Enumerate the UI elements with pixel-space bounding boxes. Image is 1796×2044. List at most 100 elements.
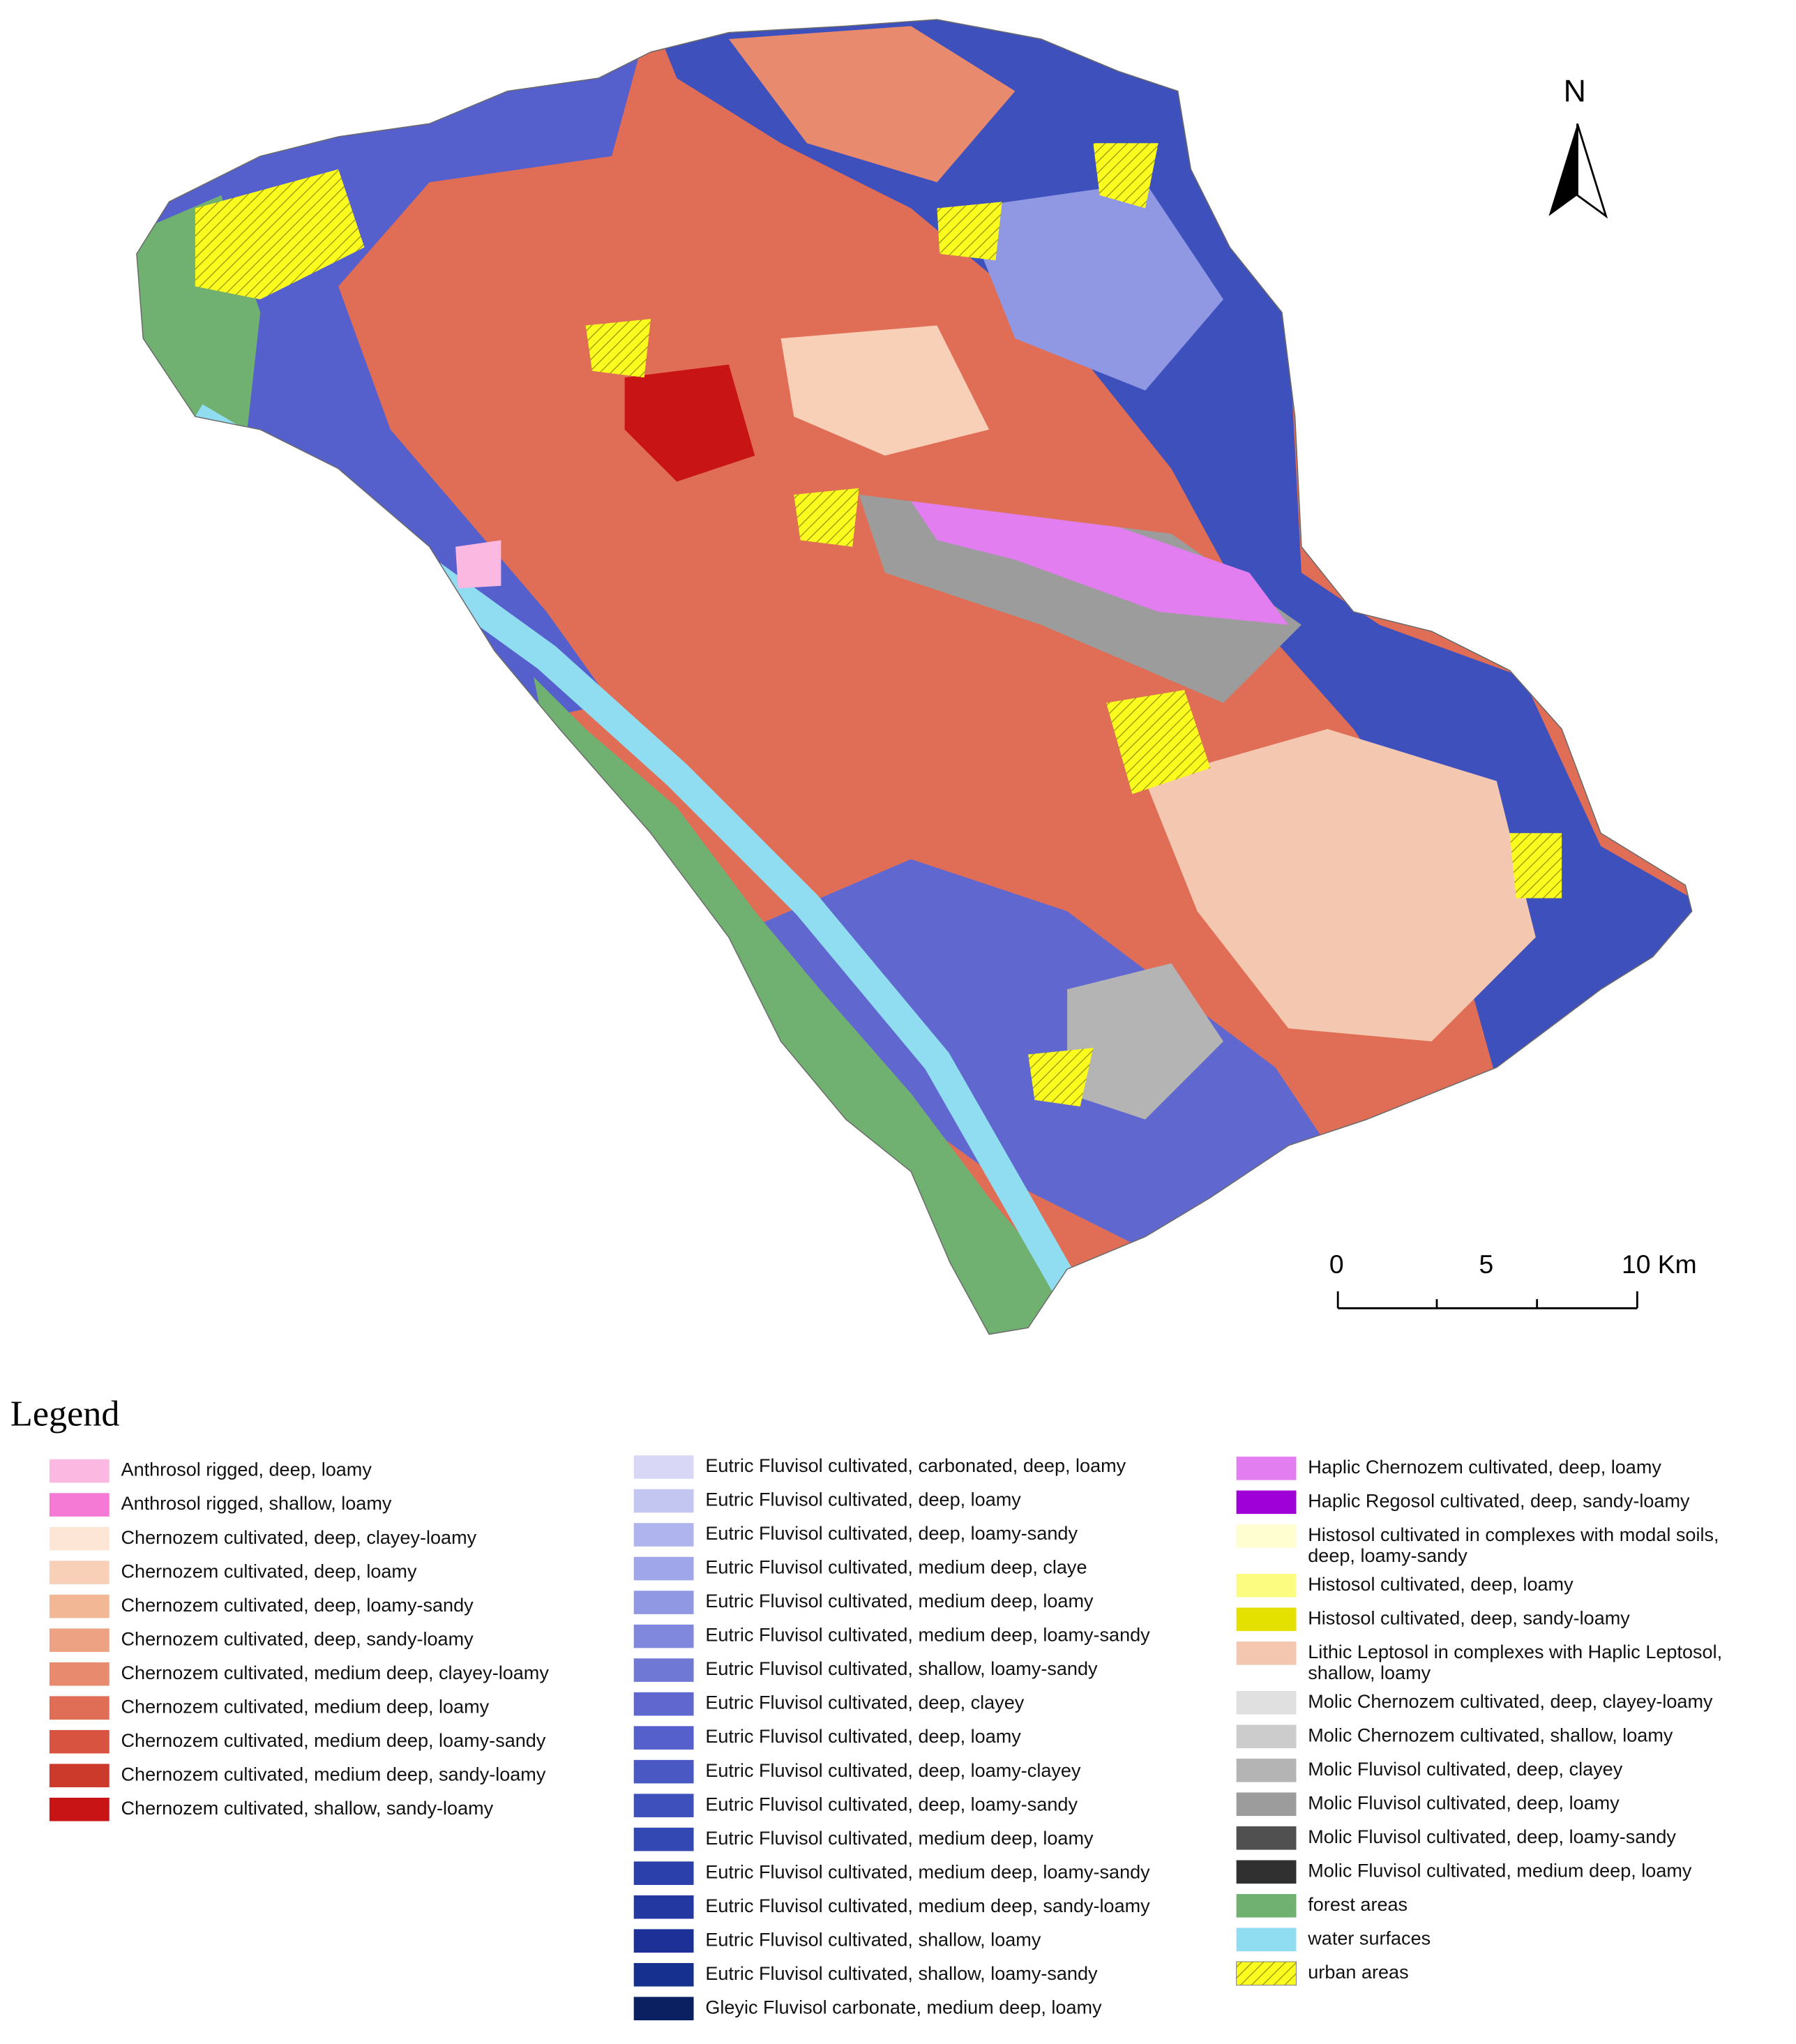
urban-patch [794,488,859,547]
legend-swatch [633,1759,694,1784]
legend-label: Eutric Fluvisol cultivated, medium deep,… [705,1828,1094,1849]
legend-item: Molic Chernozem cultivated, shallow, loa… [1236,1724,1673,1749]
legend-swatch [1236,1894,1297,1918]
map-patch [1067,963,1223,1120]
legend-label: deep, loamy-sandy [1308,1545,1467,1566]
legend-swatch [49,1797,110,1821]
legend-label: Molic Chernozem cultivated, shallow, loa… [1308,1724,1673,1745]
legend-swatch [633,1591,694,1614]
legend-item: Chernozem cultivated, deep, sandy-loamy [49,1628,474,1652]
legend-label: Chernozem cultivated, shallow, sandy-loa… [121,1798,494,1819]
legend-swatch [1236,1724,1297,1749]
legend-item: Eutric Fluvisol cultivated, shallow, loa… [633,1963,1098,1987]
legend-swatch [1236,1758,1297,1782]
map-patch [780,325,990,456]
urban-patch [1106,689,1211,795]
north-arrow: N [1548,74,1608,219]
legend-swatch [633,1929,694,1953]
urban-patch [195,169,365,300]
legend-item: forest areas [1236,1894,1408,1918]
legend-label: Lithic Leptosol in complexes with Haplic… [1308,1641,1722,1662]
legend-item: Chernozem cultivated, medium deep, loamy [49,1696,490,1720]
legend-label: Haplic Regosol cultivated, deep, sandy-l… [1308,1491,1690,1512]
legend-label: Eutric Fluvisol cultivated, medium deep,… [705,1895,1150,1916]
legend-swatch [49,1662,110,1686]
legend: Anthrosol rigged, deep, loamy Anthrosol r… [49,1455,1722,2021]
legend-label: Anthrosol rigged, shallow, loamy [121,1493,392,1514]
legend-label: Eutric Fluvisol cultivated, deep, clayey [705,1692,1024,1713]
legend-swatch [1236,1641,1297,1665]
map-patch [963,182,1223,391]
map-patch [624,364,755,482]
legend-label: Eutric Fluvisol cultivated, medium deep,… [705,1591,1094,1611]
legend-title: Legend [10,1393,120,1434]
legend-swatch [1236,1524,1297,1548]
legend-label: Molic Fluvisol cultivated, medium deep, … [1308,1860,1692,1881]
legend-label: urban areas [1308,1962,1408,1983]
urban-patch [1093,143,1159,209]
legend-label: Eutric Fluvisol cultivated, deep, loamy [705,1489,1021,1510]
legend-swatch [49,1696,110,1720]
legend-item: Eutric Fluvisol cultivated, deep, loamy-… [633,1759,1081,1784]
legend-label: Chernozem cultivated, deep, loamy [121,1561,417,1581]
legend-swatch [49,1493,110,1517]
legend-label: Eutric Fluvisol cultivated, shallow, loa… [705,1929,1041,1950]
legend-item: Chernozem cultivated, medium deep, sandy… [49,1764,546,1788]
legend-item: Anthrosol rigged, shallow, loamy [49,1493,392,1517]
legend-label: Gleyic Fluvisol carbonate, medium deep, … [705,1997,1102,2017]
legend-label: Chernozem cultivated, deep, loamy-sandy [121,1595,474,1616]
legend-swatch [1236,1961,1297,1986]
legend-label: Eutric Fluvisol cultivated, medium deep,… [705,1861,1150,1882]
legend-item: Histosol cultivated, deep, sandy-loamy [1236,1607,1630,1632]
legend-swatch [633,1624,694,1648]
legend-swatch [49,1628,110,1652]
scale-bar [1336,1291,1638,1309]
legend-label: Molic Fluvisol cultivated, deep, loamy [1308,1792,1620,1813]
legend-swatch [633,1523,694,1547]
legend-item: Eutric Fluvisol cultivated, medium deep,… [633,1895,1150,1919]
north-label: N [1564,74,1586,109]
legend-swatch [1236,1690,1297,1715]
legend-label: Haplic Chernozem cultivated, deep, loamy [1308,1457,1661,1478]
legend-swatch [633,1997,694,2021]
legend-swatch [1236,1826,1297,1850]
map [135,19,1693,1335]
legend-swatch [633,1827,694,1851]
legend-item: water surfaces [1236,1927,1431,1952]
map-patch [911,501,1289,625]
legend-label: Eutric Fluvisol cultivated, shallow, loa… [705,1658,1098,1679]
legend-swatch [633,1556,694,1581]
legend-item: Lithic Leptosol in complexes with Haplic… [1236,1641,1722,1683]
legend-label: Eutric Fluvisol cultivated, medium deep,… [705,1557,1087,1578]
legend-item: Chernozem cultivated, shallow, sandy-loa… [49,1797,494,1821]
legend-item: Molic Fluvisol cultivated, deep, loamy-s… [1236,1826,1676,1850]
legend-swatch [1236,1792,1297,1817]
legend-item: Chernozem cultivated, medium deep, loamy… [49,1729,546,1754]
legend-label: Eutric Fluvisol cultivated, deep, loamy-… [705,1794,1078,1814]
legend-item: Histosol cultivated in complexes with mo… [1236,1524,1719,1566]
map-patch [728,26,1016,183]
legend-swatch [1236,1860,1297,1884]
forest-strip [534,677,1061,1335]
legend-item: Eutric Fluvisol cultivated, deep, loamy [633,1489,1021,1513]
legend-swatch [49,1526,110,1551]
legend-label: Eutric Fluvisol cultivated, shallow, loa… [705,1963,1098,1984]
legend-item: Haplic Regosol cultivated, deep, sandy-l… [1236,1491,1690,1515]
legend-item: Eutric Fluvisol cultivated, medium deep,… [633,1624,1150,1648]
legend-item: urban areas [1236,1961,1409,1986]
legend-label: Eutric Fluvisol cultivated, deep, loamy-… [705,1760,1081,1781]
legend-swatch [49,1729,110,1754]
legend-swatch [633,1489,694,1513]
legend-label: Eutric Fluvisol cultivated, carbonated, … [705,1455,1126,1476]
scale-label: 5 [1479,1249,1494,1279]
legend-item: Eutric Fluvisol cultivated, carbonated, … [633,1455,1126,1479]
urban-patch [937,202,1002,261]
legend-item: Eutric Fluvisol cultivated, shallow, loa… [633,1929,1041,1953]
legend-swatch [633,1455,694,1479]
legend-item: Eutric Fluvisol cultivated, deep, loamy-… [633,1523,1078,1547]
legend-item: Chernozem cultivated, deep, clayey-loamy [49,1526,477,1551]
legend-swatch [49,1561,110,1584]
map-patch [1145,728,1536,1042]
